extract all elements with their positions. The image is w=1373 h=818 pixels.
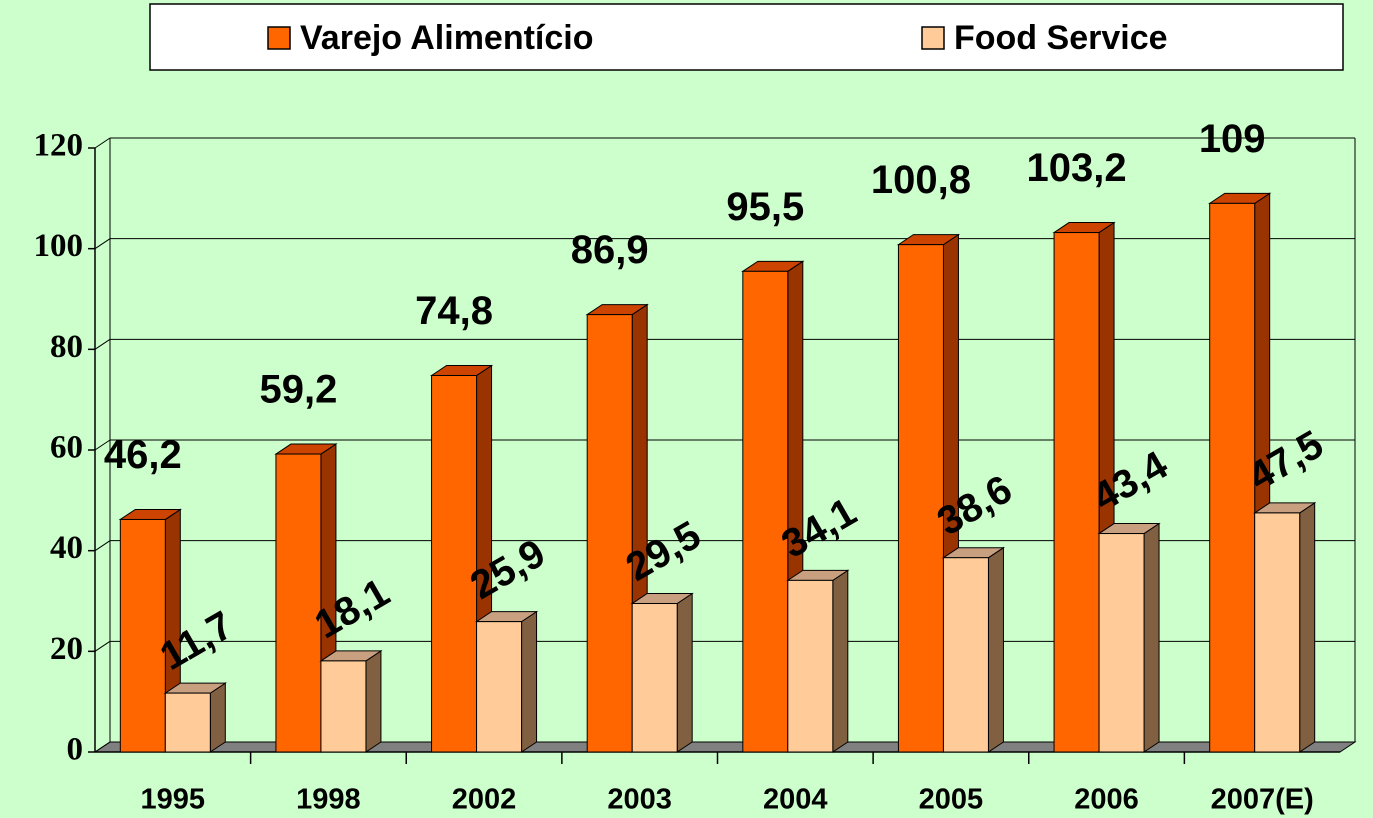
bar bbox=[896, 233, 961, 753]
value-label: 95,5 bbox=[726, 185, 804, 229]
x-tick-label: 2006 bbox=[1074, 784, 1139, 816]
bar-side bbox=[209, 682, 226, 753]
bar-side bbox=[676, 592, 693, 753]
bar-front bbox=[275, 453, 322, 753]
bar-front bbox=[320, 660, 367, 753]
bar-front bbox=[742, 270, 789, 753]
bar bbox=[474, 610, 539, 753]
y-tick-label: 80 bbox=[50, 329, 83, 365]
y-tick-label: 120 bbox=[34, 128, 84, 164]
value-label: 103,2 bbox=[1027, 146, 1127, 190]
bar-front bbox=[631, 603, 678, 753]
bar bbox=[118, 508, 182, 753]
bar-side bbox=[521, 610, 538, 753]
bar-side bbox=[1299, 501, 1316, 753]
x-tick-label: 2003 bbox=[607, 784, 672, 816]
x-tick-label: 1995 bbox=[141, 784, 206, 816]
bar-side bbox=[832, 569, 849, 753]
grid-line-side bbox=[94, 540, 111, 552]
bar bbox=[941, 546, 1006, 753]
bar-front bbox=[1053, 232, 1100, 753]
bar-front bbox=[897, 244, 944, 753]
bar-front bbox=[431, 375, 478, 753]
value-label: 86,9 bbox=[571, 228, 649, 272]
bar bbox=[1097, 522, 1161, 753]
value-label: 74,8 bbox=[415, 289, 493, 333]
bar-front bbox=[586, 314, 633, 753]
y-tick-label: 60 bbox=[50, 430, 83, 466]
grid-line-side bbox=[94, 439, 111, 451]
grid-line-side bbox=[94, 137, 111, 149]
bar-front bbox=[942, 557, 989, 753]
bar-front bbox=[476, 621, 523, 753]
x-tick-label: 2004 bbox=[763, 784, 828, 816]
value-label: 109 bbox=[1199, 117, 1266, 161]
value-label: 46,2 bbox=[104, 433, 182, 477]
y-tick-label: 100 bbox=[34, 228, 84, 264]
x-tick-label: 2007(E) bbox=[1211, 784, 1314, 816]
y-tick-label: 0 bbox=[67, 732, 84, 768]
bar bbox=[1253, 501, 1317, 753]
grid-line-side bbox=[94, 640, 111, 652]
bar bbox=[786, 569, 850, 753]
value-label: 100,8 bbox=[871, 158, 971, 202]
bar-side bbox=[365, 649, 382, 753]
bar-side bbox=[987, 546, 1004, 753]
legend-label: Varejo Alimentício bbox=[300, 19, 594, 57]
legend-swatch bbox=[267, 26, 291, 50]
bar bbox=[319, 649, 383, 753]
bar-front bbox=[787, 579, 834, 753]
grid-line-side bbox=[94, 741, 111, 753]
legend-label: Food Service bbox=[954, 19, 1168, 57]
y-tick-label: 20 bbox=[50, 631, 83, 667]
value-label: 59,2 bbox=[260, 368, 338, 412]
bar-front bbox=[164, 692, 211, 753]
bar-front bbox=[1209, 202, 1256, 753]
x-tick-label: 2005 bbox=[919, 784, 984, 816]
legend-swatch bbox=[921, 26, 945, 50]
grid-line-side bbox=[94, 238, 111, 250]
y-tick-label: 40 bbox=[50, 530, 83, 566]
grid-line-side bbox=[94, 338, 111, 350]
bar-front bbox=[1254, 512, 1301, 753]
x-tick-label: 2002 bbox=[452, 784, 517, 816]
bar bbox=[630, 592, 694, 753]
bar bbox=[163, 682, 227, 753]
bar-side bbox=[1143, 522, 1160, 753]
legend-box bbox=[149, 3, 1344, 71]
bar-front bbox=[119, 518, 166, 753]
x-tick-label: 1998 bbox=[296, 784, 361, 816]
bar-front bbox=[1098, 533, 1145, 753]
